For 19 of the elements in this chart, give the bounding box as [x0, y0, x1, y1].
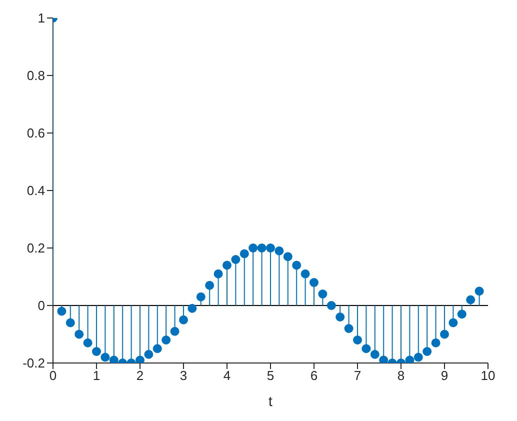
x-tick-label: 4	[223, 368, 231, 384]
x-tick-label: 7	[354, 368, 362, 384]
x-tick-label: 2	[136, 368, 144, 384]
x-tick-label: 1	[92, 368, 100, 384]
x-tick-label: 8	[397, 368, 405, 384]
x-tick-label: 3	[180, 368, 188, 384]
x-tick-label: 10	[480, 368, 496, 384]
x-tick-label: 9	[440, 368, 448, 384]
y-tick-label: 0.8	[26, 68, 45, 84]
y-tick-label: 1	[38, 10, 45, 26]
x-axis-title: t	[268, 393, 273, 409]
y-tick-label: -0.2	[22, 356, 45, 371]
x-tick-label: 6	[310, 368, 318, 384]
x-tick-label: 0	[49, 368, 57, 384]
x-tick-label: 5	[266, 368, 274, 384]
y-tick-label: 0.6	[26, 126, 45, 141]
y-tick-label: 0	[38, 298, 45, 314]
y-tick-label: 0.4	[26, 183, 45, 198]
y-tick-label: 0.2	[26, 240, 45, 256]
